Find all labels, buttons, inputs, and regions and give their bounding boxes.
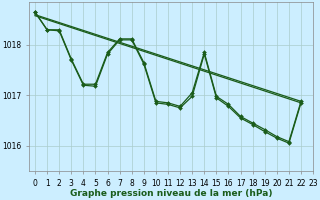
X-axis label: Graphe pression niveau de la mer (hPa): Graphe pression niveau de la mer (hPa) <box>70 189 272 198</box>
